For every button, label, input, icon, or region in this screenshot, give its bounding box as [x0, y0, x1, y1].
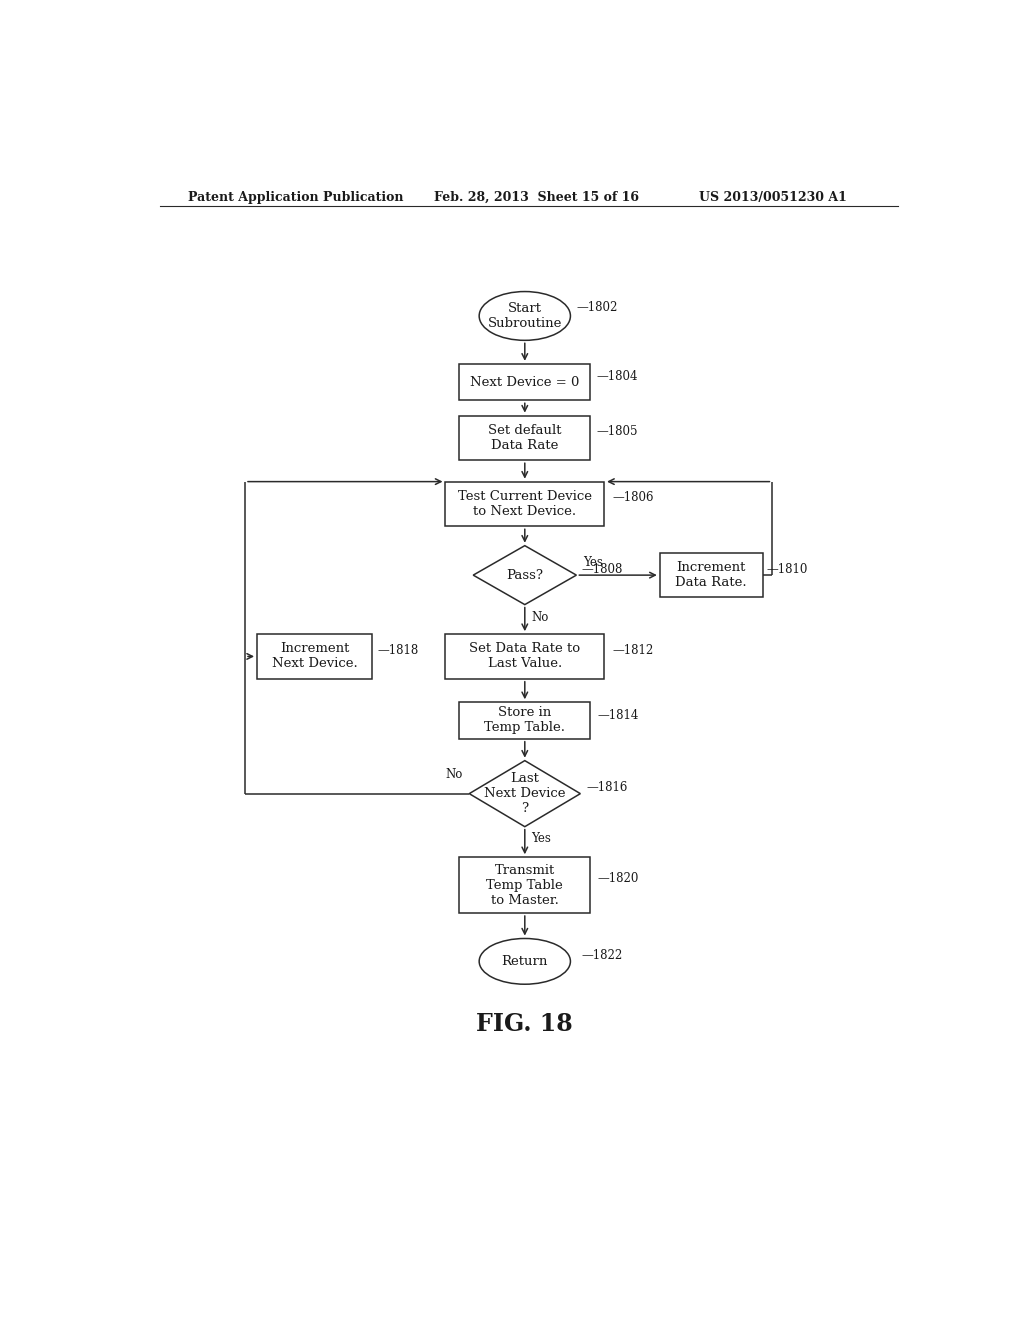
Text: —1816: —1816 — [587, 781, 628, 795]
Text: —1814: —1814 — [598, 709, 639, 722]
Text: Patent Application Publication: Patent Application Publication — [187, 190, 403, 203]
Text: Transmit
Temp Table
to Master.: Transmit Temp Table to Master. — [486, 863, 563, 907]
Text: Yes: Yes — [583, 556, 602, 569]
Text: —1822: —1822 — [582, 949, 624, 962]
Text: Start
Subroutine: Start Subroutine — [487, 302, 562, 330]
Text: —1802: —1802 — [577, 301, 617, 314]
Text: Set default
Data Rate: Set default Data Rate — [488, 424, 561, 451]
Text: —1806: —1806 — [612, 491, 653, 504]
Text: —1818: —1818 — [378, 644, 419, 657]
Text: Feb. 28, 2013  Sheet 15 of 16: Feb. 28, 2013 Sheet 15 of 16 — [433, 190, 639, 203]
Text: —1805: —1805 — [596, 425, 638, 438]
Text: No: No — [531, 611, 549, 623]
Text: —1808: —1808 — [582, 562, 624, 576]
Text: Last
Next Device
?: Last Next Device ? — [484, 772, 565, 816]
Text: Test Current Device
to Next Device.: Test Current Device to Next Device. — [458, 490, 592, 517]
Text: Increment
Next Device.: Increment Next Device. — [271, 643, 357, 671]
Text: No: No — [445, 768, 463, 781]
Text: Pass?: Pass? — [506, 569, 544, 582]
Text: —1812: —1812 — [612, 644, 653, 657]
Text: US 2013/0051230 A1: US 2013/0051230 A1 — [699, 190, 847, 203]
Text: Yes: Yes — [531, 832, 551, 845]
Text: Increment
Data Rate.: Increment Data Rate. — [676, 561, 748, 589]
Text: —1804: —1804 — [596, 371, 638, 383]
Text: FIG. 18: FIG. 18 — [476, 1012, 573, 1036]
Text: Set Data Rate to
Last Value.: Set Data Rate to Last Value. — [469, 643, 581, 671]
Text: Store in
Temp Table.: Store in Temp Table. — [484, 706, 565, 734]
Text: —1810: —1810 — [767, 562, 808, 576]
Text: —1820: —1820 — [598, 871, 639, 884]
Text: Next Device = 0: Next Device = 0 — [470, 375, 580, 388]
Text: Return: Return — [502, 954, 548, 968]
